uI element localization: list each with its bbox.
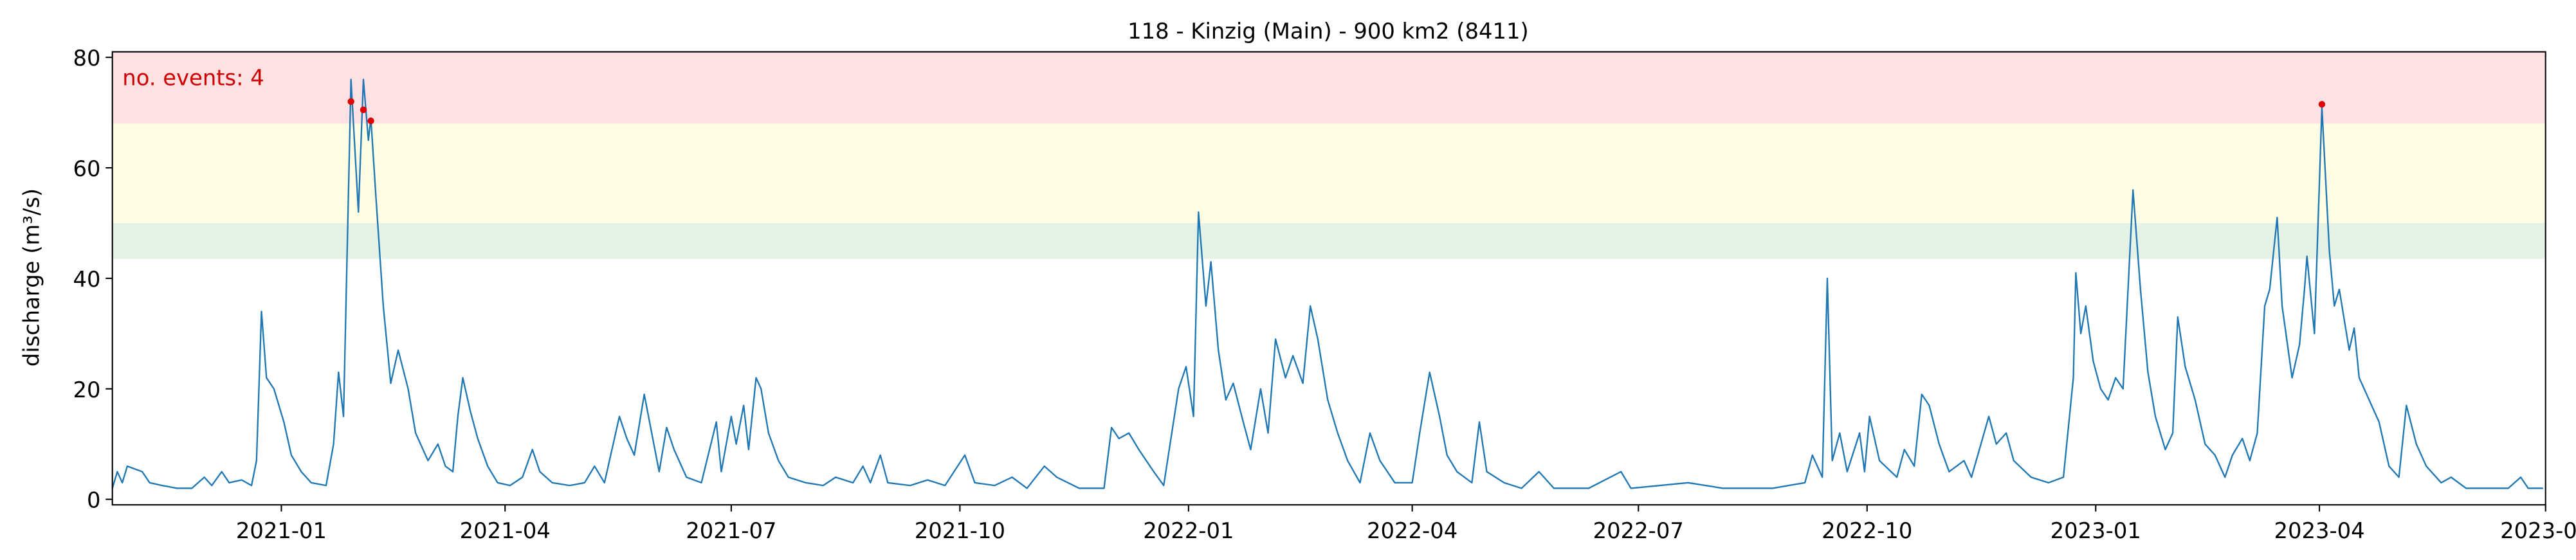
x-tick-label: 2022-07 [1593, 518, 1684, 543]
x-tick-label: 2022-01 [1143, 518, 1234, 543]
y-tick-label: 60 [73, 156, 100, 181]
y-tick-label: 0 [87, 488, 101, 513]
x-tick-label: 2022-10 [1822, 518, 1912, 543]
annotation: no. events: 4 [122, 66, 264, 91]
x-tick-label: 2023-01 [2051, 518, 2141, 543]
threshold-band [112, 51, 2546, 124]
y-axis-label: discharge (m³/s) [19, 188, 44, 366]
chart-title: 118 - Kinzig (Main) - 900 km2 (8411) [1128, 19, 1529, 44]
discharge-line [112, 78, 2543, 489]
threshold-band [112, 222, 2546, 259]
x-tick-label: 2023-07 [2500, 518, 2576, 543]
event-point [2318, 101, 2326, 108]
event-point [347, 98, 354, 105]
x-tick-label: 2021-04 [460, 518, 551, 543]
x-tick-label: 2021-10 [915, 518, 1005, 543]
x-tick-label: 2022-04 [1367, 518, 1457, 543]
event-point [367, 117, 374, 125]
threshold-band [112, 123, 2546, 223]
y-tick-label: 40 [73, 267, 100, 292]
y-tick-label: 80 [73, 46, 100, 71]
plot-frame [111, 51, 2546, 506]
x-tick-label: 2021-07 [686, 518, 776, 543]
event-point [360, 106, 367, 114]
x-tick-label: 2021-01 [236, 518, 327, 543]
x-tick-label: 2023-04 [2274, 518, 2364, 543]
y-tick-label: 20 [73, 377, 100, 402]
